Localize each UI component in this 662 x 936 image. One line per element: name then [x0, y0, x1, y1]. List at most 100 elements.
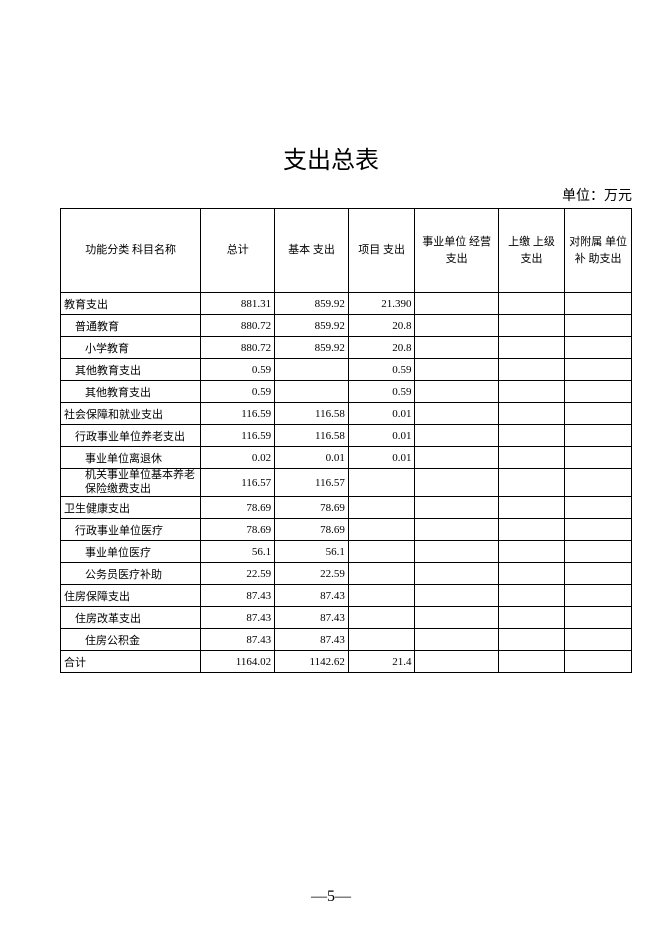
row-value: 78.69 [275, 519, 349, 541]
row-value [498, 425, 565, 447]
row-name: 住房改革支出 [61, 607, 201, 629]
row-value [498, 651, 565, 673]
row-name: 合计 [61, 651, 201, 673]
table-row: 机关事业单位基本养老保险缴费支出116.57116.57 [61, 469, 632, 497]
row-value [415, 337, 498, 359]
row-value: 78.69 [201, 497, 275, 519]
table-row: 普通教育880.72859.9220.8 [61, 315, 632, 337]
row-value [498, 403, 565, 425]
table-row: 教育支出881.31859.9221.390 [61, 293, 632, 315]
unit-label: 单位：万元 [0, 185, 662, 208]
row-value: 0.59 [201, 381, 275, 403]
row-value: 0.59 [348, 381, 415, 403]
row-value [498, 541, 565, 563]
row-value [348, 497, 415, 519]
row-value: 0.02 [201, 447, 275, 469]
row-value: 78.69 [275, 497, 349, 519]
row-value [275, 359, 349, 381]
row-value: 116.57 [275, 469, 349, 497]
row-name: 教育支出 [61, 293, 201, 315]
col-header-biz: 事业单位 经营支出 [415, 209, 498, 293]
row-value [565, 563, 632, 585]
row-value: 1142.62 [275, 651, 349, 673]
row-name: 小学教育 [61, 337, 201, 359]
col-header-upper: 上缴 上级 支出 [498, 209, 565, 293]
row-value [498, 293, 565, 315]
row-value: 859.92 [275, 293, 349, 315]
row-value: 87.43 [275, 585, 349, 607]
row-value [348, 585, 415, 607]
table-row: 其他教育支出0.590.59 [61, 381, 632, 403]
row-value: 859.92 [275, 315, 349, 337]
row-value [348, 607, 415, 629]
table-row: 小学教育880.72859.9220.8 [61, 337, 632, 359]
row-value [565, 425, 632, 447]
table-row: 合计1164.021142.6221.4 [61, 651, 632, 673]
row-value [498, 447, 565, 469]
row-value [415, 403, 498, 425]
row-value [565, 359, 632, 381]
row-name: 事业单位医疗 [61, 541, 201, 563]
row-value [348, 541, 415, 563]
row-value: 880.72 [201, 337, 275, 359]
row-value: 116.57 [201, 469, 275, 497]
row-value [498, 359, 565, 381]
row-value: 87.43 [201, 629, 275, 651]
table-row: 公务员医疗补助22.5922.59 [61, 563, 632, 585]
row-value [415, 469, 498, 497]
row-value [348, 563, 415, 585]
row-value [565, 315, 632, 337]
row-value: 87.43 [275, 629, 349, 651]
page-title: 支出总表 [0, 0, 662, 185]
row-value: 116.58 [275, 425, 349, 447]
table-row: 行政事业单位养老支出116.59116.580.01 [61, 425, 632, 447]
row-value: 22.59 [275, 563, 349, 585]
row-value [415, 629, 498, 651]
row-name: 住房保障支出 [61, 585, 201, 607]
row-name: 公务员医疗补助 [61, 563, 201, 585]
row-value: 87.43 [201, 607, 275, 629]
row-value: 0.59 [201, 359, 275, 381]
row-value [415, 585, 498, 607]
row-value [415, 359, 498, 381]
col-header-name: 功能分类 科目名称 [61, 209, 201, 293]
col-header-basic: 基本 支出 [275, 209, 349, 293]
row-value: 22.59 [201, 563, 275, 585]
row-value [415, 293, 498, 315]
col-header-project: 项目 支出 [348, 209, 415, 293]
row-name: 行政事业单位医疗 [61, 519, 201, 541]
row-value: 0.01 [348, 447, 415, 469]
row-value: 0.01 [348, 425, 415, 447]
row-value: 56.1 [275, 541, 349, 563]
row-value [565, 447, 632, 469]
col-header-sub: 对附属 单位补 助支出 [565, 209, 632, 293]
row-value: 0.01 [275, 447, 349, 469]
row-name: 住房公积金 [61, 629, 201, 651]
row-value [565, 607, 632, 629]
row-value: 116.58 [275, 403, 349, 425]
row-value [348, 519, 415, 541]
row-value [498, 337, 565, 359]
table-row: 住房改革支出87.4387.43 [61, 607, 632, 629]
row-value [565, 293, 632, 315]
row-value [565, 469, 632, 497]
row-value [498, 585, 565, 607]
row-value [565, 519, 632, 541]
table-container: 功能分类 科目名称 总计 基本 支出 项目 支出 事业单位 经营支出 上缴 上级… [0, 208, 662, 673]
row-value [565, 337, 632, 359]
row-value: 1164.02 [201, 651, 275, 673]
row-name: 其他教育支出 [61, 359, 201, 381]
row-value [415, 425, 498, 447]
table-body: 教育支出881.31859.9221.390普通教育880.72859.9220… [61, 293, 632, 673]
row-value [498, 315, 565, 337]
row-value [498, 607, 565, 629]
row-value: 21.390 [348, 293, 415, 315]
row-value [565, 585, 632, 607]
row-value [415, 607, 498, 629]
row-value: 0.01 [348, 403, 415, 425]
table-row: 行政事业单位医疗78.6978.69 [61, 519, 632, 541]
row-value [498, 563, 565, 585]
row-name: 社会保障和就业支出 [61, 403, 201, 425]
row-name: 其他教育支出 [61, 381, 201, 403]
row-value: 78.69 [201, 519, 275, 541]
